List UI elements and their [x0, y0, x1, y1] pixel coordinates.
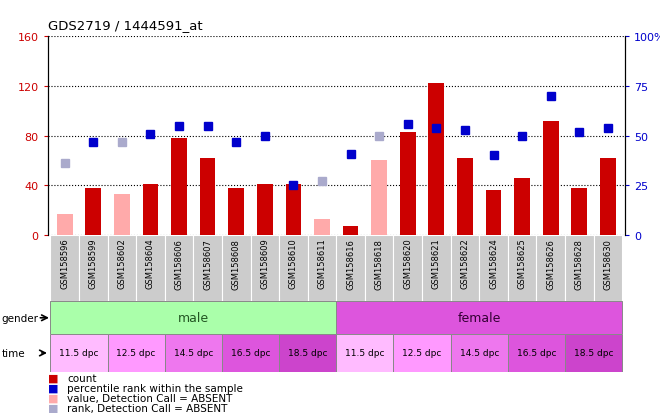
Bar — [565, 235, 593, 301]
Bar — [286, 185, 301, 235]
Bar — [50, 235, 79, 301]
Text: GSM158610: GSM158610 — [289, 238, 298, 289]
Text: GSM158604: GSM158604 — [146, 238, 155, 289]
Text: male: male — [178, 311, 209, 325]
Text: count: count — [67, 373, 97, 383]
Text: gender: gender — [1, 313, 38, 323]
Bar — [50, 301, 336, 335]
Text: GSM158628: GSM158628 — [575, 238, 584, 289]
Bar — [428, 84, 444, 235]
Bar — [85, 188, 101, 235]
Text: female: female — [457, 311, 501, 325]
Bar — [108, 235, 136, 301]
Text: GSM158609: GSM158609 — [260, 238, 269, 289]
Bar — [393, 335, 451, 372]
Bar — [114, 195, 130, 235]
Bar — [57, 214, 73, 235]
Bar — [228, 188, 244, 235]
Text: 18.5 dpc: 18.5 dpc — [574, 349, 613, 358]
Text: ■: ■ — [48, 393, 58, 403]
Bar — [314, 219, 330, 235]
Bar — [393, 235, 422, 301]
Bar — [514, 178, 530, 235]
Text: 16.5 dpc: 16.5 dpc — [231, 349, 270, 358]
Text: ■: ■ — [48, 383, 58, 393]
Text: ■: ■ — [48, 373, 58, 383]
Bar — [422, 235, 451, 301]
Text: GSM158624: GSM158624 — [489, 238, 498, 289]
Text: value, Detection Call = ABSENT: value, Detection Call = ABSENT — [67, 393, 233, 403]
Bar — [479, 235, 508, 301]
Text: 12.5 dpc: 12.5 dpc — [116, 349, 156, 358]
Bar — [251, 235, 279, 301]
Text: ■: ■ — [48, 403, 58, 413]
Bar — [108, 335, 165, 372]
Text: 14.5 dpc: 14.5 dpc — [174, 349, 213, 358]
Text: GSM158611: GSM158611 — [317, 238, 327, 289]
Bar — [143, 185, 158, 235]
Text: 12.5 dpc: 12.5 dpc — [403, 349, 442, 358]
Bar — [200, 159, 215, 235]
Text: GSM158616: GSM158616 — [346, 238, 355, 289]
Bar — [372, 161, 387, 235]
Bar — [222, 235, 251, 301]
Bar — [336, 235, 365, 301]
Text: GSM158630: GSM158630 — [603, 238, 612, 289]
Bar — [508, 235, 537, 301]
Text: 11.5 dpc: 11.5 dpc — [59, 349, 99, 358]
Text: GSM158602: GSM158602 — [117, 238, 126, 289]
Bar — [336, 335, 393, 372]
Text: GSM158625: GSM158625 — [517, 238, 527, 289]
Bar — [279, 235, 308, 301]
Text: GSM158608: GSM158608 — [232, 238, 241, 289]
Text: GSM158618: GSM158618 — [375, 238, 383, 289]
Bar — [279, 335, 336, 372]
Text: GSM158621: GSM158621 — [432, 238, 441, 289]
Text: GSM158622: GSM158622 — [461, 238, 469, 289]
Text: 16.5 dpc: 16.5 dpc — [517, 349, 556, 358]
Text: percentile rank within the sample: percentile rank within the sample — [67, 383, 243, 393]
Bar — [165, 235, 193, 301]
Bar — [600, 159, 616, 235]
Bar — [508, 335, 565, 372]
Bar — [171, 139, 187, 235]
Text: 18.5 dpc: 18.5 dpc — [288, 349, 327, 358]
Text: GSM158599: GSM158599 — [88, 238, 98, 289]
Bar — [400, 133, 416, 235]
Bar — [136, 235, 165, 301]
Bar — [537, 235, 565, 301]
Bar — [486, 191, 502, 235]
Text: rank, Detection Call = ABSENT: rank, Detection Call = ABSENT — [67, 403, 228, 413]
Bar — [308, 235, 336, 301]
Bar — [365, 235, 393, 301]
Bar — [165, 335, 222, 372]
Bar — [193, 235, 222, 301]
Bar — [257, 185, 273, 235]
Text: 14.5 dpc: 14.5 dpc — [459, 349, 499, 358]
Bar — [451, 335, 508, 372]
Bar — [222, 335, 279, 372]
Bar — [593, 235, 622, 301]
Bar — [451, 235, 479, 301]
Text: GSM158606: GSM158606 — [174, 238, 183, 289]
Bar — [343, 227, 358, 235]
Bar — [50, 335, 108, 372]
Bar — [572, 188, 587, 235]
Text: GSM158626: GSM158626 — [546, 238, 555, 289]
Text: GSM158607: GSM158607 — [203, 238, 212, 289]
Bar — [543, 121, 558, 235]
Text: GSM158596: GSM158596 — [60, 238, 69, 289]
Bar — [79, 235, 108, 301]
Text: time: time — [1, 348, 25, 358]
Bar — [565, 335, 622, 372]
Text: 11.5 dpc: 11.5 dpc — [345, 349, 385, 358]
Bar — [457, 159, 473, 235]
Text: GSM158620: GSM158620 — [403, 238, 412, 289]
Text: GDS2719 / 1444591_at: GDS2719 / 1444591_at — [48, 19, 202, 31]
Bar — [336, 301, 622, 335]
